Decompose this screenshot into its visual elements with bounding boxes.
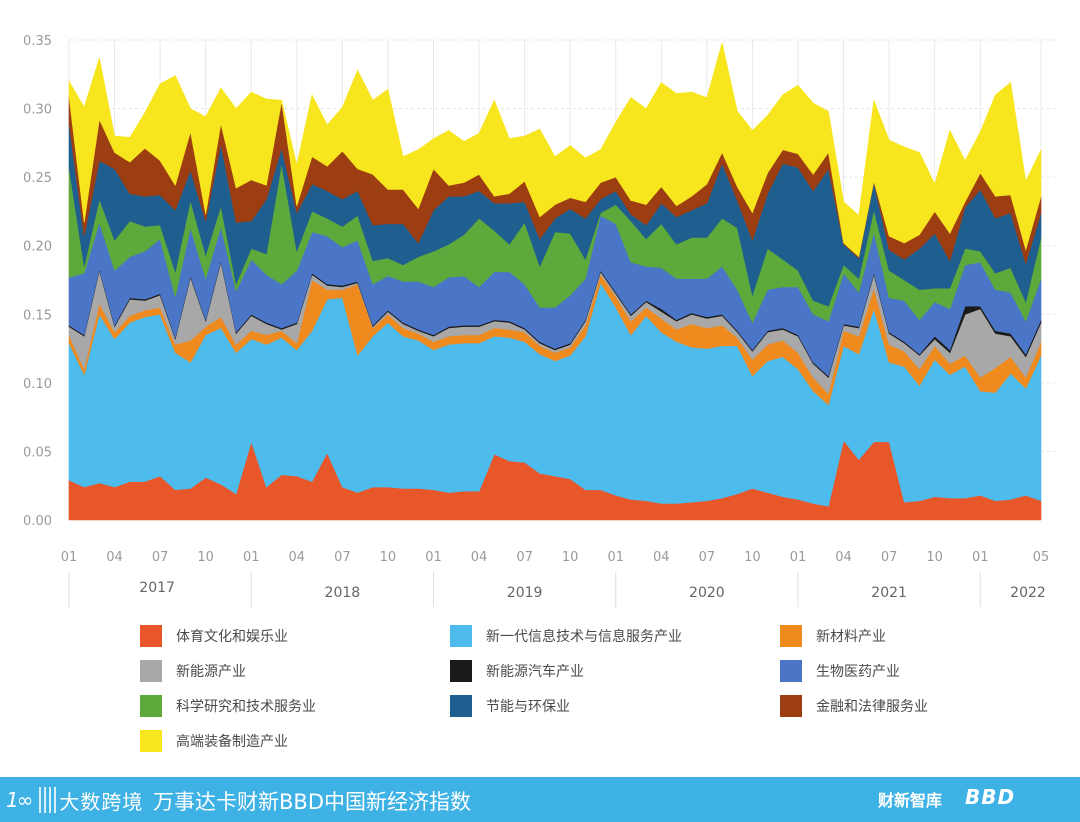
x-tick-label: 01	[61, 550, 78, 565]
y-tick-label: 0.30	[23, 103, 52, 118]
x-tick-label: 05	[1033, 550, 1050, 565]
legend-item: 新一代信息技术与信息服务产业	[450, 625, 780, 647]
x-tick-label: 10	[562, 550, 579, 565]
legend-label: 节能与环保业	[486, 699, 570, 715]
footer-bar: 1∞ 大数跨境 万事达卡财新BBD中国新经济指数 财新智库 BBD	[0, 777, 1080, 822]
legend-item: 金融和法律服务业	[780, 695, 1040, 717]
legend-swatch	[140, 660, 162, 682]
year-label: 2022	[1010, 585, 1046, 601]
legend-item: 科学研究和技术服务业	[140, 695, 450, 717]
x-tick-label: 01	[972, 550, 989, 565]
footer-logo: 1∞ 大数跨境	[6, 783, 143, 817]
legend-item: 新能源汽车产业	[450, 660, 780, 682]
chart-axes: 0.00 0.05 0.10 0.15 0.20 0.25 0.30 0.35 01 04 07 10…	[23, 34, 1049, 607]
x-tick-label: 01	[607, 550, 624, 565]
legend-item: 体育文化和娱乐业	[140, 625, 450, 647]
legend-item: 新能源产业	[140, 660, 450, 682]
year-label: 2020	[689, 585, 725, 601]
y-tick-label: 0.05	[23, 445, 52, 460]
x-tick-label: 04	[471, 550, 488, 565]
x-tick-label: 04	[106, 550, 123, 565]
x-tick-label: 10	[197, 550, 214, 565]
legend-item: 新材料产业	[780, 625, 1040, 647]
legend-label: 科学研究和技术服务业	[176, 699, 316, 715]
y-tick-label: 0.25	[23, 171, 52, 186]
legend-label: 生物医药产业	[816, 664, 900, 680]
x-tick-label: 04	[289, 550, 306, 565]
year-label: 2018	[325, 585, 361, 601]
x-tick-label: 07	[516, 550, 533, 565]
year-label: 2017	[139, 580, 175, 596]
chart-areas	[68, 42, 1042, 521]
year-label: 2021	[871, 585, 907, 601]
caixin-brand: 财新智库	[878, 791, 943, 810]
x-tick-label: 10	[380, 550, 397, 565]
logo-grid-icon	[39, 787, 58, 813]
x-tick-label: 04	[835, 550, 852, 565]
legend-label: 金融和法律服务业	[816, 699, 928, 715]
y-tick-label: 0.00	[23, 514, 52, 529]
legend-swatch	[780, 625, 802, 647]
footer-title: 万事达卡财新BBD中国新经济指数	[153, 790, 471, 814]
chart-legend: 体育文化和娱乐业 新一代信息技术与信息服务产业 新材料产业新能源产业 新能源汽车产业 生…	[140, 625, 1040, 752]
x-tick-label: 10	[926, 550, 943, 565]
y-tick-label: 0.10	[23, 377, 52, 392]
legend-swatch	[780, 695, 802, 717]
x-tick-label: 10	[744, 550, 761, 565]
logo-text: 大数跨境	[59, 789, 144, 814]
logo-mark: 1∞	[6, 788, 33, 812]
y-tick-label: 0.20	[23, 240, 52, 255]
x-tick-label: 07	[699, 550, 716, 565]
year-label: 2019	[507, 585, 543, 601]
legend-item: 生物医药产业	[780, 660, 1040, 682]
legend-swatch	[780, 660, 802, 682]
legend-label: 体育文化和娱乐业	[176, 629, 288, 645]
y-tick-label: 0.15	[23, 308, 52, 323]
x-tick-label: 01	[243, 550, 260, 565]
legend-label: 新能源产业	[176, 664, 246, 680]
legend-swatch	[140, 695, 162, 717]
legend-label: 新一代信息技术与信息服务产业	[486, 629, 682, 645]
legend-swatch	[140, 625, 162, 647]
legend-item: 节能与环保业	[450, 695, 780, 717]
x-tick-label: 04	[653, 550, 670, 565]
area-series	[68, 42, 1042, 258]
legend-label: 高端装备制造产业	[176, 734, 288, 750]
legend-swatch	[140, 730, 162, 752]
x-tick-label: 01	[425, 550, 442, 565]
legend-label: 新材料产业	[816, 629, 886, 645]
legend-label: 新能源汽车产业	[486, 664, 584, 680]
x-tick-label: 01	[790, 550, 807, 565]
legend-swatch	[450, 695, 472, 717]
legend-swatch	[450, 625, 472, 647]
x-tick-label: 07	[152, 550, 169, 565]
stacked-area-chart: 0.00 0.05 0.10 0.15 0.20 0.25 0.30 0.35 01 04 07 10…	[23, 34, 1055, 607]
bbd-brand: BBD	[965, 785, 1016, 809]
y-tick-label: 0.35	[23, 34, 52, 49]
legend-swatch	[450, 660, 472, 682]
x-tick-label: 07	[881, 550, 898, 565]
x-tick-label: 07	[334, 550, 351, 565]
legend-item: 高端装备制造产业	[140, 730, 450, 752]
